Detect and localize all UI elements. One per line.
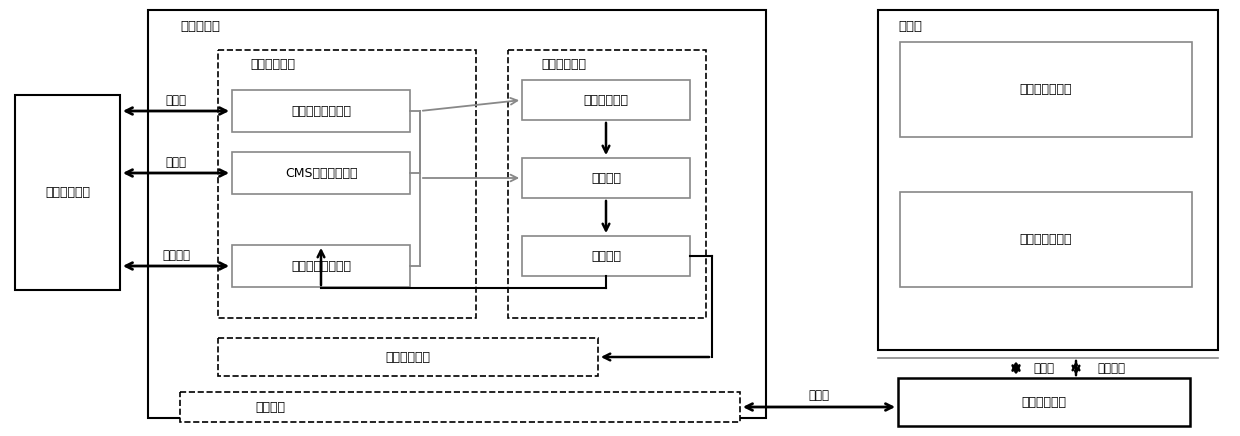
Text: 决策反馈: 决策反馈 [591,249,621,262]
Bar [522,236,689,276]
Bar [218,50,476,318]
Text: 通讯总线: 通讯总线 [162,249,190,262]
Text: 无线网络: 无线网络 [1097,361,1125,375]
Bar [900,192,1192,287]
Bar [878,10,1218,350]
Text: 客户端: 客户端 [898,20,923,33]
Bar [218,338,598,376]
Bar [148,10,766,418]
Text: 电脑端监控程序: 电脑端监控程序 [1019,83,1073,96]
Bar [232,90,410,132]
Text: 总线信号通讯单元: 总线信号通讯单元 [291,259,351,272]
Bar [522,158,689,198]
Text: CMS信号采集单元: CMS信号采集单元 [285,167,357,180]
Text: 硬接线: 硬接线 [165,93,186,106]
Bar [232,152,410,194]
Bar [900,42,1192,137]
Text: 前置机设备: 前置机设备 [180,20,219,33]
Text: 被测风机设备: 被测风机设备 [45,186,91,199]
Text: 信号分析: 信号分析 [591,171,621,184]
Text: 硬接线: 硬接线 [165,156,186,168]
Bar [898,378,1190,426]
Text: 数据采集单元: 数据采集单元 [250,58,295,71]
Bar [180,392,740,422]
Text: 电网信号采集单元: 电网信号采集单元 [291,105,351,117]
Bar [232,245,410,287]
Text: 数据存储单元: 数据存储单元 [386,351,430,364]
Text: 以太网: 以太网 [808,388,830,402]
Text: 移动端监控程序: 移动端监控程序 [1019,233,1073,246]
Bar [522,80,689,120]
Text: 服务器端设备: 服务器端设备 [1022,395,1066,409]
Text: 通讯单元: 通讯单元 [255,401,285,413]
Text: 数据分析单元: 数据分析单元 [542,58,587,71]
Bar [15,95,120,290]
Text: 信号特征提取: 信号特征提取 [584,93,629,106]
Bar [508,50,706,318]
Text: 以太网: 以太网 [1033,361,1054,375]
